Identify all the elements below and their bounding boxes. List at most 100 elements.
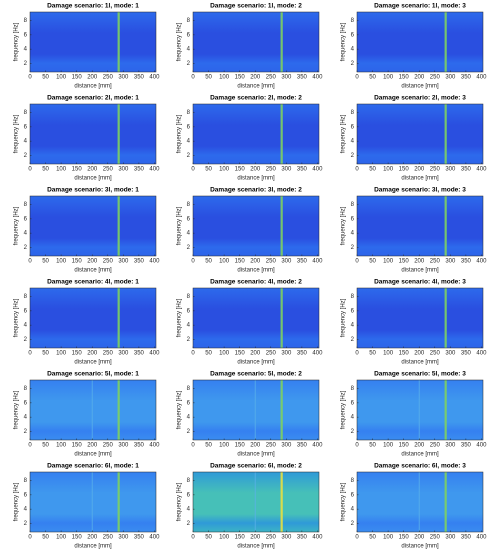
x-tick-label: 250	[103, 75, 114, 81]
x-tick-label: 350	[134, 259, 145, 265]
x-tick-label: 400	[149, 351, 160, 357]
x-tick-label: 200	[250, 259, 261, 265]
x-tick-label: 50	[205, 167, 212, 173]
x-axis-label: distance [mm]	[74, 84, 112, 90]
x-axis-label: distance [mm]	[74, 452, 112, 458]
y-axis-label: frequency [Hz]	[177, 298, 183, 337]
plot-frame	[192, 379, 320, 441]
x-tick-label: 0	[355, 75, 359, 81]
x-tick-label: 150	[235, 351, 246, 357]
x-tick-label: 200	[87, 259, 98, 265]
x-tick-label: 50	[369, 351, 376, 357]
x-axis-label: distance [mm]	[237, 268, 275, 274]
y-axis-label: frequency [Hz]	[14, 22, 20, 61]
chart-title: Damage scenario: 4l, mode: 1	[47, 279, 139, 286]
heatmap-feature	[117, 196, 120, 256]
y-tick-label: 8	[351, 386, 355, 392]
x-tick-label: 200	[87, 167, 98, 173]
heatmap-feature	[418, 380, 420, 440]
y-axis-label: frequency [Hz]	[341, 298, 347, 337]
x-tick-label: 0	[28, 535, 32, 541]
plot-frame	[356, 287, 484, 349]
y-tick-label: 6	[187, 492, 191, 498]
x-tick-label: 50	[42, 443, 49, 449]
chart-title: Damage scenario: 4l, mode: 3	[374, 279, 466, 286]
x-tick-label: 400	[149, 259, 160, 265]
x-tick-label: 200	[414, 259, 425, 265]
heatmap-image	[357, 196, 483, 256]
x-axis-label: distance [mm]	[401, 176, 439, 182]
x-tick-label: 50	[205, 75, 212, 81]
plot-frame	[192, 11, 320, 73]
x-tick-label: 350	[461, 167, 472, 173]
y-axis-label: frequency [Hz]	[177, 206, 183, 245]
x-tick-label: 50	[205, 351, 212, 357]
x-tick-label: 250	[266, 443, 277, 449]
x-tick-label: 50	[369, 443, 376, 449]
x-tick-label: 0	[355, 535, 359, 541]
y-tick-label: 2	[187, 61, 191, 67]
x-tick-label: 0	[28, 167, 32, 173]
heatmap-image	[193, 288, 319, 348]
x-tick-label: 300	[281, 167, 292, 173]
x-axis-label: distance [mm]	[237, 176, 275, 182]
chart-title: Damage scenario: 3l, mode: 2	[210, 187, 302, 194]
x-tick-label: 350	[297, 535, 308, 541]
x-tick-label: 250	[430, 167, 441, 173]
x-tick-label: 400	[312, 259, 323, 265]
chart-title: Damage scenario: 5l, mode: 3	[374, 371, 466, 378]
x-tick-label: 50	[42, 259, 49, 265]
heatmap-image	[357, 12, 483, 72]
y-tick-label: 8	[187, 386, 191, 392]
y-tick-label: 4	[351, 47, 355, 53]
x-tick-label: 0	[191, 75, 195, 81]
heatmap-image	[30, 380, 156, 440]
y-axis-label: frequency [Hz]	[341, 390, 347, 429]
y-axis-label: frequency [Hz]	[341, 206, 347, 245]
chart-title: Damage scenario: 1l, mode: 3	[374, 3, 466, 10]
x-tick-label: 0	[28, 259, 32, 265]
x-axis-label: distance [mm]	[237, 452, 275, 458]
x-tick-label: 300	[118, 443, 129, 449]
chart-title: Damage scenario: 1l, mode: 1	[47, 3, 139, 10]
x-tick-label: 150	[235, 167, 246, 173]
x-tick-label: 300	[118, 167, 129, 173]
x-tick-label: 100	[56, 167, 67, 173]
x-tick-label: 250	[103, 259, 114, 265]
x-tick-label: 250	[430, 75, 441, 81]
heatmap-feature	[91, 380, 93, 440]
y-tick-label: 4	[351, 139, 355, 145]
x-tick-label: 200	[414, 443, 425, 449]
x-tick-label: 0	[191, 259, 195, 265]
x-tick-label: 250	[103, 535, 114, 541]
chart-title: Damage scenario: 1l, mode: 2	[210, 3, 302, 10]
x-tick-label: 200	[250, 443, 261, 449]
x-tick-label: 50	[42, 167, 49, 173]
subplot: Damage scenario: 2l, mode: 3 0 50 100 150 200…	[341, 95, 488, 182]
y-tick-label: 8	[187, 110, 191, 116]
x-tick-label: 100	[219, 443, 230, 449]
x-tick-label: 250	[266, 351, 277, 357]
y-tick-label: 2	[24, 61, 28, 67]
chart-title: Damage scenario: 6l, mode: 3	[374, 463, 466, 470]
y-tick-label: 2	[187, 521, 191, 527]
y-tick-label: 6	[24, 124, 28, 130]
y-tick-label: 8	[24, 478, 28, 484]
x-tick-label: 250	[266, 259, 277, 265]
subplot: Damage scenario: 6l, mode: 1 0 50 100 150 200…	[14, 463, 161, 550]
x-tick-label: 50	[369, 259, 376, 265]
subplot: Damage scenario: 4l, mode: 2 0 50 100 150 200…	[177, 279, 324, 366]
heatmap-feature	[117, 288, 120, 348]
subplot: Damage scenario: 4l, mode: 1 0 50 100 150 200…	[14, 279, 161, 366]
heatmap-feature	[280, 380, 283, 440]
subplot: Damage scenario: 5l, mode: 2 0 50 100 150 200…	[177, 371, 324, 458]
chart-title: Damage scenario: 6l, mode: 2	[210, 463, 302, 470]
x-tick-label: 0	[191, 167, 195, 173]
plot-frame	[356, 471, 484, 533]
plot-frame	[356, 195, 484, 257]
x-tick-label: 0	[191, 535, 195, 541]
y-tick-label: 2	[351, 337, 355, 343]
x-axis-label: distance [mm]	[237, 360, 275, 366]
x-tick-label: 350	[134, 167, 145, 173]
